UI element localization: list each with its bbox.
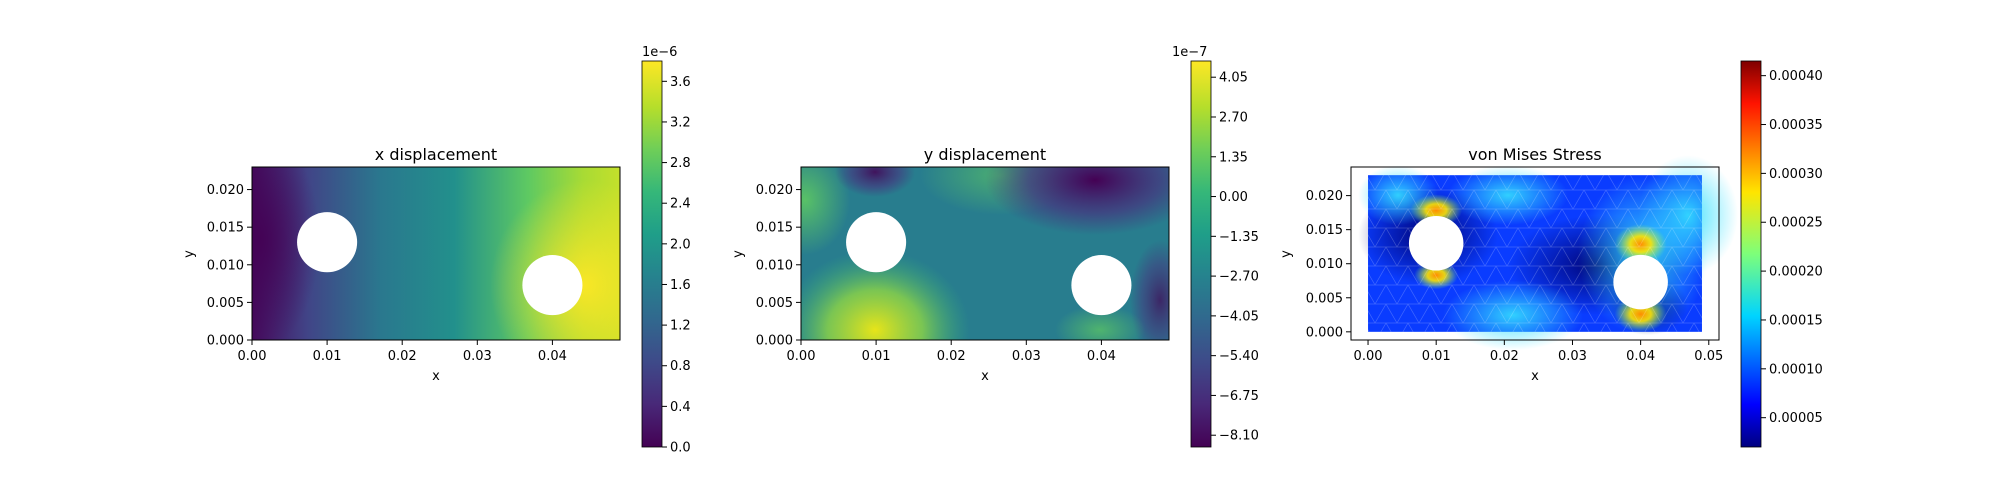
colorbar-tick-label: 2.8 — [670, 156, 691, 171]
x-tick-label: 0.03 — [1558, 349, 1587, 364]
colorbar-tick-label: 0.4 — [670, 400, 691, 415]
x-tick-label: 0.02 — [388, 349, 417, 364]
y-displacement-colorbar-exponent: 1e−7 — [1172, 45, 1207, 60]
hole — [1408, 216, 1464, 271]
x-displacement-ticks: 0.00 0.01 0.02 0.03 0.04 0.000 0.005 0.010 0.015… — [207, 183, 567, 364]
x-tick-label: 0.04 — [538, 349, 567, 364]
colorbar-tick-label: 0.00020 — [1769, 265, 1823, 280]
x-tick-label: 0.01 — [1422, 349, 1451, 364]
x-tick-label: 0.02 — [937, 349, 966, 364]
colorbar-tick-label: 2.4 — [670, 197, 691, 212]
colorbar-tick-label: 0.00035 — [1769, 118, 1823, 133]
x-tick-label: 0.04 — [1626, 349, 1655, 364]
hole — [297, 212, 358, 273]
y-tick-label: 0.020 — [1306, 189, 1343, 204]
y-tick-label: 0.000 — [207, 334, 244, 349]
colorbar-tick-label: −5.40 — [1219, 349, 1259, 364]
von-mises-axes-frame — [1350, 166, 1720, 341]
x-tick-label: 0.04 — [1087, 349, 1116, 364]
x-displacement-title: x displacement — [375, 145, 497, 164]
colorbar-tick-label: 1.2 — [670, 319, 691, 334]
x-tick-label: 0.00 — [787, 349, 816, 364]
y-tick-label: 0.005 — [207, 296, 244, 311]
hole — [1071, 255, 1132, 316]
y-displacement-holes — [846, 212, 1132, 316]
colorbar-tick-label: 0.00015 — [1769, 313, 1823, 328]
panel-x-displacement: 0.00 0.01 0.02 0.03 0.04 0.000 0.005 0.010 0.015… — [182, 45, 691, 456]
y-tick-label: 0.015 — [756, 221, 793, 236]
colorbar-tick-label: −4.05 — [1219, 309, 1259, 324]
x-displacement-axes-frame — [251, 166, 621, 341]
colorbar-tick-label: 1.6 — [670, 278, 691, 293]
x-tick-label: 0.00 — [238, 349, 267, 364]
y-displacement-axes-frame — [800, 166, 1170, 341]
von-mises-colorbar — [1740, 60, 1762, 448]
colorbar-tick-label: 0.00 — [1219, 190, 1248, 205]
x-tick-label: 0.01 — [862, 349, 891, 364]
x-displacement-colorbar — [641, 60, 663, 448]
colorbar-tick-label: −2.70 — [1219, 270, 1259, 285]
y-tick-label: 0.015 — [1306, 223, 1343, 238]
colorbar-tick-label: 0.8 — [670, 359, 691, 374]
x-tick-label: 0.01 — [313, 349, 342, 364]
panel-y-displacement: 0.00 0.01 0.02 0.03 0.04 0.000 0.005 0.010 0.015… — [731, 45, 1259, 448]
colorbar-tick-label: 0.00010 — [1769, 362, 1823, 377]
colorbar-tick-label: 0.00005 — [1769, 411, 1823, 426]
x-tick-label: 0.03 — [463, 349, 492, 364]
y-tick-label: 0.010 — [207, 258, 244, 273]
y-displacement-colorbar-ticks: −8.10 −6.75 −5.40 −4.05 −2.70 −1.35 0.00 1.35 2.… — [1211, 71, 1259, 444]
y-tick-label: 0.010 — [756, 258, 793, 273]
y-tick-label: 0.000 — [1306, 325, 1343, 340]
x-displacement-ylabel: y — [182, 250, 197, 258]
y-tick-label: 0.000 — [756, 334, 793, 349]
colorbar-tick-label: 0.00030 — [1769, 167, 1823, 182]
colorbar-tick-label: 3.2 — [670, 115, 691, 130]
colorbar-tick-label: 0.00040 — [1769, 69, 1823, 84]
von-mises-colorbar-ticks: 0.00005 0.00010 0.00015 0.00020 0.00025 0.000… — [1761, 69, 1823, 426]
von-mises-ticks: 0.00 0.01 0.02 0.03 0.04 0.05 0.000 0.005 0.010 0… — [1306, 189, 1723, 364]
x-tick-label: 0.03 — [1012, 349, 1041, 364]
y-displacement-ticks: 0.00 0.01 0.02 0.03 0.04 0.000 0.005 0.010 0.015… — [756, 183, 1116, 364]
hole — [846, 212, 907, 273]
von-mises-title: von Mises Stress — [1468, 145, 1602, 164]
y-tick-label: 0.020 — [207, 183, 244, 198]
colorbar-tick-label: 4.05 — [1219, 71, 1248, 86]
hole — [522, 255, 583, 316]
x-tick-label: 0.02 — [1490, 349, 1519, 364]
y-tick-label: 0.010 — [1306, 257, 1343, 272]
y-displacement-field — [801, 167, 1169, 340]
von-mises-holes — [1408, 216, 1668, 310]
x-displacement-colorbar-exponent: 1e−6 — [642, 45, 677, 60]
y-displacement-title: y displacement — [924, 145, 1046, 164]
x-tick-label: 0.05 — [1694, 349, 1723, 364]
panel-von-mises-stress: 0.00 0.01 0.02 0.03 0.04 0.05 0.000 0.005 0.010 0… — [1279, 60, 1823, 448]
y-displacement-xlabel: x — [981, 369, 989, 384]
y-tick-label: 0.020 — [756, 183, 793, 198]
colorbar-tick-label: 2.0 — [670, 237, 691, 252]
x-displacement-field — [252, 167, 620, 340]
y-tick-label: 0.005 — [1306, 291, 1343, 306]
hole — [1613, 254, 1668, 310]
von-mises-ylabel: y — [1279, 250, 1294, 258]
colorbar-tick-label: −1.35 — [1219, 230, 1259, 245]
colorbar-tick-label: 2.70 — [1219, 110, 1248, 125]
y-tick-label: 0.005 — [756, 296, 793, 311]
y-displacement-ylabel: y — [731, 250, 746, 258]
colorbar-tick-label: 1.35 — [1219, 150, 1248, 165]
colorbar-tick-label: −6.75 — [1219, 389, 1259, 404]
colorbar-tick-label: 0.00025 — [1769, 216, 1823, 231]
von-mises-xlabel: x — [1531, 369, 1539, 384]
x-displacement-xlabel: x — [432, 369, 440, 384]
x-displacement-colorbar-ticks: 0.0 0.4 0.8 1.2 1.6 2.0 2.4 2.8 3.2 3.6 — [662, 75, 691, 456]
y-displacement-colorbar — [1190, 60, 1212, 448]
x-displacement-holes — [297, 212, 583, 316]
x-tick-label: 0.00 — [1354, 349, 1383, 364]
y-tick-label: 0.015 — [207, 221, 244, 236]
colorbar-tick-label: −8.10 — [1219, 429, 1259, 444]
colorbar-tick-label: 0.0 — [670, 441, 691, 456]
colorbar-tick-label: 3.6 — [670, 75, 691, 90]
